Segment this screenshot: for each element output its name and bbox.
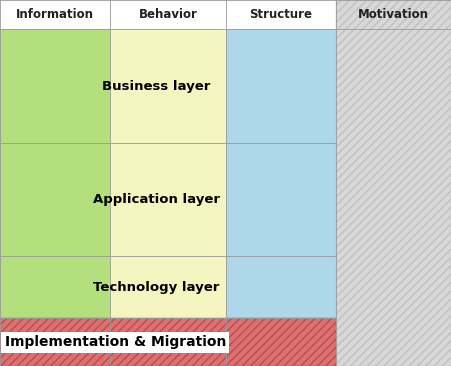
Text: Behavior: Behavior bbox=[138, 8, 198, 21]
Text: Information: Information bbox=[16, 8, 94, 21]
Bar bbox=[0, 29, 110, 318]
Text: Business layer: Business layer bbox=[102, 79, 211, 93]
Bar bbox=[110, 29, 226, 318]
Bar bbox=[0, 318, 336, 366]
Bar bbox=[336, 0, 451, 366]
Text: Technology layer: Technology layer bbox=[93, 281, 220, 294]
Text: Motivation: Motivation bbox=[358, 8, 429, 21]
Text: Structure: Structure bbox=[249, 8, 312, 21]
Text: Implementation & Migration: Implementation & Migration bbox=[5, 335, 226, 349]
Bar bbox=[226, 29, 336, 318]
Bar bbox=[0, 0, 451, 29]
Text: Application layer: Application layer bbox=[93, 193, 220, 206]
